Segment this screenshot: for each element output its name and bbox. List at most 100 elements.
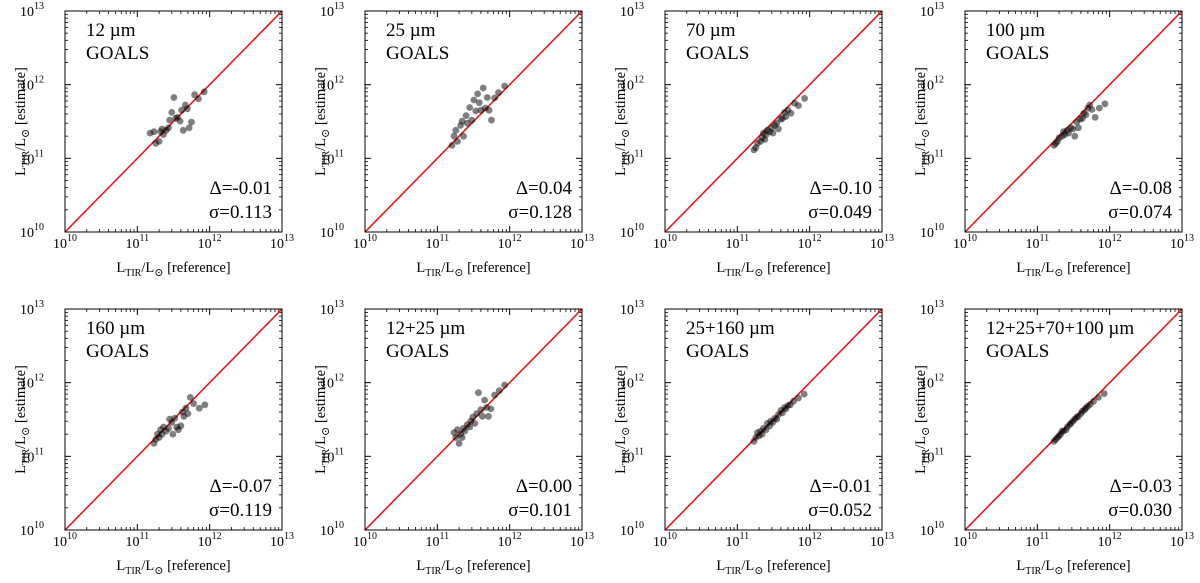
data-point (452, 434, 460, 441)
scatter-points (750, 95, 808, 154)
tick-base: 10 (53, 237, 67, 252)
y-axis-label: LTIR/L⊙ [estimate] (13, 365, 32, 474)
tick-exponent: 10 (967, 233, 977, 244)
tick-base: 10 (920, 5, 934, 20)
tick-base: 10 (570, 237, 584, 252)
tick-base: 10 (920, 450, 934, 465)
tick-exponent: 13 (334, 299, 344, 310)
y-tick-label: 1011 (20, 446, 44, 465)
label-part: /L (313, 138, 329, 151)
label-part: [estimate] (613, 365, 629, 427)
tick-exponent: 12 (1112, 233, 1122, 244)
label-subscript: TIR (125, 566, 141, 577)
tick-exponent: 10 (334, 222, 344, 233)
data-point (155, 138, 163, 145)
tick-exponent: 12 (812, 233, 822, 244)
label-main: L (13, 465, 29, 474)
data-point (179, 126, 187, 134)
y-tick-label: 1013 (20, 299, 44, 318)
tick-base: 10 (126, 535, 140, 550)
data-point (176, 117, 184, 125)
label-subscript: TIR (1025, 566, 1041, 577)
tick-exponent: 12 (812, 531, 822, 542)
y-tick-label: 1012 (320, 75, 344, 94)
sun-symbol: ⊙ (320, 129, 332, 138)
y-tick-label: 1011 (920, 148, 944, 167)
x-tick-label: 1010 (353, 233, 377, 252)
data-point (1088, 106, 1096, 113)
label-part: /L (1041, 260, 1054, 276)
data-point (460, 132, 467, 140)
tick-base: 10 (353, 237, 367, 252)
label-part: [estimate] (613, 67, 629, 129)
tick-base: 10 (270, 237, 284, 252)
tick-exponent: 13 (1184, 531, 1194, 542)
y-tick-label: 1010 (620, 520, 644, 539)
stat-sigma: σ=0.119 (209, 500, 272, 521)
tick-base: 10 (320, 5, 334, 20)
y-tick-label: 1010 (20, 222, 44, 241)
stat-bias: Δ=0.00 (516, 476, 572, 497)
panel-subtitle: GOALS (686, 341, 749, 362)
sun-symbol: ⊙ (20, 129, 32, 138)
x-tick-label: 1012 (798, 531, 822, 550)
y-tick-label: 1012 (920, 75, 944, 94)
tick-exponent: 10 (367, 233, 377, 244)
y-tick-label: 1013 (320, 299, 344, 318)
tick-base: 10 (953, 237, 967, 252)
label-main: L (116, 558, 125, 574)
data-point (1075, 124, 1082, 132)
one-to-one-line (65, 11, 282, 232)
label-main: L (613, 167, 629, 176)
label-main: L (913, 167, 929, 176)
label-main: L (1016, 558, 1025, 574)
plot-frame (364, 308, 583, 531)
stat-bias: Δ=0.04 (516, 178, 573, 199)
label-main: L (1016, 260, 1025, 276)
tick-base: 10 (870, 535, 884, 550)
tick-base: 10 (270, 535, 284, 550)
tick-base: 10 (320, 226, 334, 241)
tick-exponent: 11 (140, 531, 150, 542)
tick-exponent: 11 (934, 446, 944, 457)
tick-base: 10 (426, 237, 440, 252)
tick-exponent: 11 (934, 148, 944, 159)
tick-exponent: 13 (884, 233, 894, 244)
stat-bias: Δ=-0.10 (809, 178, 872, 199)
tick-base: 10 (620, 524, 634, 539)
tick-base: 10 (653, 237, 667, 252)
data-point (495, 89, 502, 96)
tick-base: 10 (498, 237, 512, 252)
data-point (468, 116, 476, 124)
data-point (165, 124, 172, 132)
y-axis-label: LTIR/L⊙ [estimate] (913, 365, 932, 474)
data-point (454, 138, 461, 145)
panel-title: 70 µm (686, 20, 736, 41)
stat-sigma: σ=0.074 (1108, 202, 1172, 223)
x-axis-label: LTIR/L⊙ [reference] (1016, 260, 1130, 279)
stat-sigma: σ=0.049 (808, 202, 872, 223)
tick-base: 10 (20, 152, 34, 167)
tick-exponent: 12 (512, 531, 522, 542)
label-subscript: TIR (725, 268, 741, 279)
tick-exponent: 12 (334, 373, 344, 384)
data-point (758, 430, 766, 438)
y-tick-label: 1013 (20, 1, 44, 20)
tick-exponent: 11 (634, 148, 644, 159)
tick-base: 10 (20, 303, 34, 318)
data-point (165, 424, 172, 432)
data-point (491, 94, 498, 102)
data-point (475, 389, 482, 397)
y-tick-label: 1013 (920, 1, 944, 20)
tick-base: 10 (320, 152, 334, 167)
data-point (479, 412, 486, 420)
tick-base: 10 (920, 152, 934, 167)
plot-frame (64, 10, 283, 233)
sun-symbol: ⊙ (1054, 267, 1063, 279)
tick-exponent: 11 (1040, 531, 1050, 542)
tick-base: 10 (798, 237, 812, 252)
label-part: /L (613, 138, 629, 151)
data-point (450, 132, 458, 140)
